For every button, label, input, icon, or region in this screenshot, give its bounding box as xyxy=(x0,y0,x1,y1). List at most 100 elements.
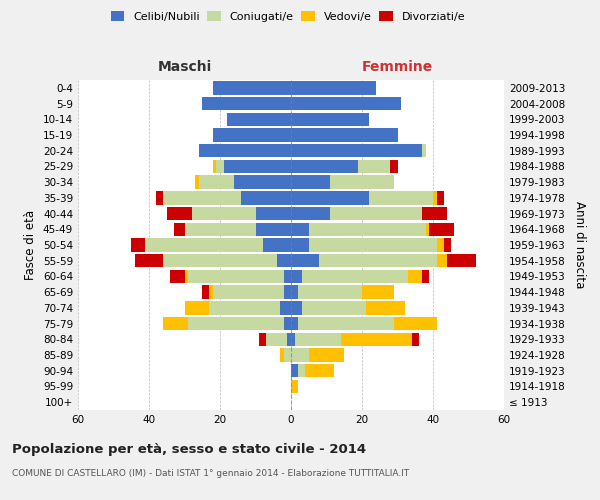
Bar xyxy=(298,317,394,330)
Bar xyxy=(170,270,185,283)
Bar xyxy=(422,144,426,158)
Bar xyxy=(291,112,369,126)
Bar xyxy=(302,301,365,314)
Bar xyxy=(443,238,451,252)
Bar xyxy=(291,144,422,158)
Bar xyxy=(291,238,309,252)
Bar xyxy=(341,332,412,346)
Bar xyxy=(241,191,291,204)
Bar xyxy=(163,317,188,330)
Bar xyxy=(224,160,291,173)
Bar xyxy=(291,191,369,204)
Bar xyxy=(163,254,277,268)
Bar xyxy=(330,176,394,189)
Bar xyxy=(305,364,334,378)
Bar xyxy=(284,270,291,283)
Bar xyxy=(430,222,454,236)
Bar xyxy=(284,348,291,362)
Bar xyxy=(185,270,188,283)
Bar xyxy=(330,207,422,220)
Bar xyxy=(256,222,291,236)
Bar xyxy=(291,222,309,236)
Bar xyxy=(277,254,291,268)
Bar xyxy=(369,191,433,204)
Bar xyxy=(209,286,213,299)
Bar xyxy=(291,270,302,283)
Bar xyxy=(145,238,263,252)
Bar xyxy=(291,160,358,173)
Bar xyxy=(199,176,234,189)
Bar xyxy=(358,160,391,173)
Bar xyxy=(291,128,398,141)
Bar xyxy=(291,380,298,393)
Bar xyxy=(131,238,145,252)
Bar xyxy=(298,364,305,378)
Bar xyxy=(188,317,284,330)
Bar xyxy=(365,301,404,314)
Text: Femmine: Femmine xyxy=(362,60,433,74)
Bar xyxy=(191,207,256,220)
Bar xyxy=(291,286,298,299)
Bar xyxy=(291,176,330,189)
Bar xyxy=(213,160,217,173)
Bar xyxy=(408,270,422,283)
Bar xyxy=(291,364,298,378)
Bar xyxy=(287,332,291,346)
Bar xyxy=(295,332,341,346)
Text: COMUNE DI CASTELLARO (IM) - Dati ISTAT 1° gennaio 2014 - Elaborazione TUTTITALIA: COMUNE DI CASTELLARO (IM) - Dati ISTAT 1… xyxy=(12,469,409,478)
Bar xyxy=(188,270,284,283)
Bar xyxy=(217,160,224,173)
Bar xyxy=(266,332,287,346)
Bar xyxy=(209,301,280,314)
Bar xyxy=(199,144,291,158)
Bar xyxy=(437,191,443,204)
Bar xyxy=(426,222,430,236)
Bar xyxy=(227,112,291,126)
Bar xyxy=(202,97,291,110)
Bar xyxy=(309,348,344,362)
Bar xyxy=(291,81,376,94)
Bar xyxy=(174,222,185,236)
Bar xyxy=(302,270,408,283)
Y-axis label: Fasce di età: Fasce di età xyxy=(25,210,37,280)
Bar xyxy=(185,301,209,314)
Bar xyxy=(256,207,291,220)
Bar xyxy=(362,286,394,299)
Bar xyxy=(422,207,447,220)
Bar xyxy=(213,128,291,141)
Bar xyxy=(291,332,295,346)
Bar xyxy=(412,332,419,346)
Bar xyxy=(291,348,309,362)
Legend: Celibi/Nubili, Coniugati/e, Vedovi/e, Divorziati/e: Celibi/Nubili, Coniugati/e, Vedovi/e, Di… xyxy=(107,8,469,25)
Bar xyxy=(202,286,209,299)
Bar xyxy=(291,254,319,268)
Bar xyxy=(291,301,302,314)
Bar xyxy=(433,191,437,204)
Text: Maschi: Maschi xyxy=(157,60,212,74)
Bar xyxy=(422,270,430,283)
Bar xyxy=(394,317,437,330)
Bar xyxy=(291,97,401,110)
Bar xyxy=(259,332,266,346)
Bar xyxy=(163,191,241,204)
Bar xyxy=(284,317,291,330)
Bar xyxy=(135,254,163,268)
Bar xyxy=(309,222,426,236)
Bar xyxy=(319,254,437,268)
Bar xyxy=(391,160,398,173)
Bar xyxy=(291,207,330,220)
Bar xyxy=(213,81,291,94)
Y-axis label: Anni di nascita: Anni di nascita xyxy=(574,202,586,288)
Bar xyxy=(234,176,291,189)
Bar xyxy=(298,286,362,299)
Bar xyxy=(291,317,298,330)
Bar xyxy=(309,238,437,252)
Bar xyxy=(437,238,443,252)
Bar xyxy=(280,301,291,314)
Bar xyxy=(156,191,163,204)
Text: Popolazione per età, sesso e stato civile - 2014: Popolazione per età, sesso e stato civil… xyxy=(12,442,366,456)
Bar xyxy=(195,176,199,189)
Bar xyxy=(185,222,256,236)
Bar xyxy=(280,348,284,362)
Bar xyxy=(167,207,191,220)
